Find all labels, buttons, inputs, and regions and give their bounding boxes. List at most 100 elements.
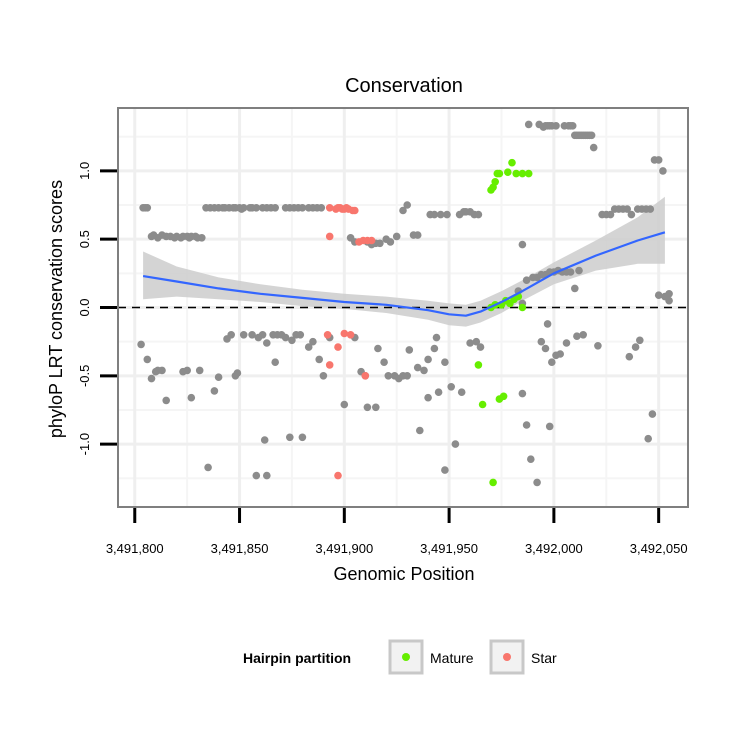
- data-point-star: [346, 331, 355, 339]
- data-point-other: [214, 373, 223, 382]
- data-point-other: [137, 340, 145, 349]
- legend-dot-star: [503, 653, 511, 661]
- data-point-other: [430, 210, 439, 219]
- data-point-other: [443, 210, 451, 219]
- data-point-other: [315, 355, 324, 364]
- x-axis-title: Genomic Position: [333, 564, 474, 584]
- data-point-other: [198, 234, 206, 242]
- x-tick-label: 3,491,900: [315, 541, 373, 556]
- data-point-other: [252, 471, 261, 480]
- data-point-other: [665, 296, 673, 305]
- data-point-other: [143, 355, 152, 364]
- data-point-other: [183, 366, 191, 375]
- series-star: [323, 204, 376, 480]
- data-point-other: [441, 466, 449, 474]
- data-point-other: [648, 410, 657, 418]
- data-point-other: [659, 167, 667, 175]
- data-point-other: [424, 355, 432, 364]
- data-point-other: [606, 210, 615, 219]
- data-point-other: [541, 344, 550, 353]
- data-point-other: [413, 231, 422, 239]
- series-mature: [474, 158, 533, 487]
- data-point-other: [162, 396, 170, 405]
- data-point-other: [573, 332, 581, 341]
- data-point-other: [527, 455, 535, 464]
- data-point-mature: [512, 169, 520, 178]
- data-point-other: [627, 210, 636, 219]
- data-point-star: [367, 236, 376, 245]
- legend-dot-mature: [402, 653, 410, 661]
- data-point-other: [625, 352, 634, 361]
- data-points: [137, 120, 673, 487]
- legend-item-mature: Mature: [388, 639, 474, 675]
- data-point-mature: [518, 303, 527, 312]
- data-point-other: [210, 387, 219, 395]
- data-point-other: [288, 336, 296, 345]
- data-point-other: [263, 339, 271, 347]
- data-point-other: [252, 204, 261, 212]
- data-point-other: [296, 331, 305, 339]
- smooth-curve: [142, 231, 666, 317]
- data-point-other: [271, 358, 280, 367]
- data-point-other: [575, 266, 583, 275]
- data-point-mature: [518, 169, 527, 178]
- data-point-other: [545, 422, 554, 431]
- data-point-mature: [474, 361, 483, 369]
- data-point-other: [372, 403, 380, 412]
- smooth-trend-line: [142, 231, 666, 317]
- data-point-other: [566, 268, 575, 276]
- series-other: [137, 120, 673, 487]
- x-tick-label: 3,492,000: [525, 541, 583, 556]
- data-point-other: [646, 205, 655, 213]
- data-point-other: [403, 201, 412, 209]
- data-point-other: [263, 471, 271, 480]
- data-point-other: [654, 156, 663, 164]
- data-point-other: [518, 389, 527, 398]
- data-point-other: [636, 336, 644, 345]
- y-tick-label: -1.0: [77, 433, 92, 455]
- data-point-other: [286, 433, 294, 442]
- data-point-star: [334, 343, 342, 351]
- data-point-other: [416, 426, 424, 435]
- data-point-mature: [524, 169, 533, 178]
- data-point-star: [323, 331, 332, 339]
- data-point-other: [522, 421, 531, 429]
- data-point-other: [405, 346, 414, 354]
- x-tick-label: 3,491,950: [420, 541, 478, 556]
- data-point-other: [556, 350, 564, 358]
- data-point-other: [594, 342, 602, 350]
- data-point-other: [579, 331, 587, 339]
- y-axis-title: phyloP LRT conservation scores: [46, 180, 66, 438]
- data-point-other: [474, 210, 483, 219]
- legend-title: Hairpin partition: [243, 650, 351, 666]
- data-point-other: [298, 433, 307, 442]
- legend-label-star: Star: [531, 650, 557, 666]
- data-point-other: [227, 331, 235, 339]
- data-point-other: [424, 393, 432, 402]
- plot-frame: [117, 107, 689, 508]
- data-point-other: [562, 339, 571, 347]
- data-point-mature: [508, 158, 516, 167]
- data-point-star: [340, 329, 349, 338]
- x-tick-label: 3,491,850: [211, 541, 269, 556]
- data-point-other: [271, 204, 280, 212]
- data-point-other: [447, 383, 456, 391]
- data-point-other: [430, 344, 439, 353]
- data-point-other: [457, 388, 466, 397]
- data-point-other: [384, 372, 393, 380]
- legend-label-mature: Mature: [430, 650, 474, 666]
- y-tick-label: 0.0: [77, 298, 92, 316]
- data-point-star: [351, 206, 359, 215]
- data-point-other: [587, 131, 596, 140]
- data-point-mature: [495, 169, 504, 178]
- data-point-other: [187, 393, 196, 402]
- data-point-other: [543, 320, 552, 328]
- data-point-other: [451, 440, 460, 448]
- data-point-other: [441, 358, 449, 367]
- data-point-other: [472, 337, 481, 346]
- data-point-other: [258, 331, 267, 339]
- data-point-other: [319, 372, 328, 380]
- data-point-other: [537, 337, 546, 346]
- data-point-other: [204, 463, 212, 472]
- data-point-other: [309, 337, 317, 346]
